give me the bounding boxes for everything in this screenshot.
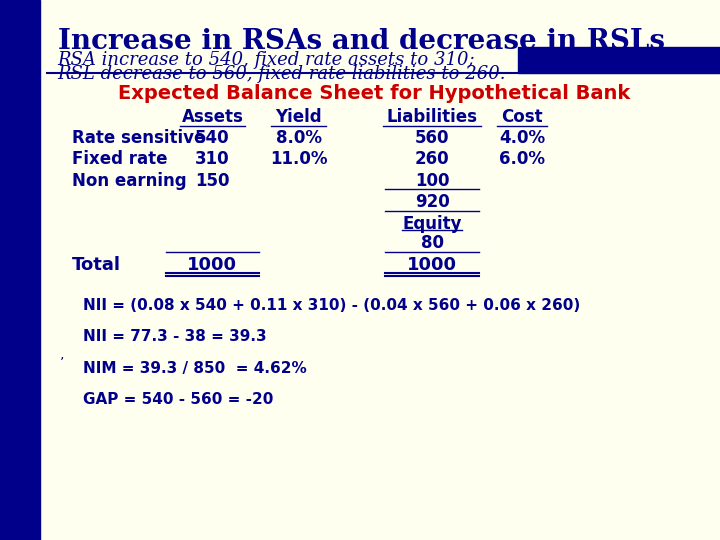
- Text: 260: 260: [415, 150, 449, 168]
- Text: GAP = 540 - 560 = -20: GAP = 540 - 560 = -20: [83, 392, 273, 407]
- Text: Expected Balance Sheet for Hypothetical Bank: Expected Balance Sheet for Hypothetical …: [118, 84, 631, 103]
- Text: 1000: 1000: [187, 256, 238, 274]
- Text: 310: 310: [195, 150, 230, 168]
- Text: 560: 560: [415, 129, 449, 146]
- Text: NIM = 39.3 / 850  = 4.62%: NIM = 39.3 / 850 = 4.62%: [83, 361, 307, 376]
- Text: Cost: Cost: [501, 108, 543, 126]
- Text: 540: 540: [195, 129, 230, 146]
- Text: Fixed rate: Fixed rate: [72, 150, 168, 168]
- Text: Increase in RSAs and decrease in RSLs: Increase in RSAs and decrease in RSLs: [58, 28, 665, 55]
- Text: Assets: Assets: [181, 108, 243, 126]
- Text: ʼ: ʼ: [60, 356, 64, 370]
- Text: 8.0%: 8.0%: [276, 129, 322, 146]
- Text: 6.0%: 6.0%: [499, 150, 545, 168]
- Text: 150: 150: [195, 172, 230, 190]
- Text: Equity: Equity: [402, 215, 462, 233]
- Text: RSL decrease to 560, fixed rate liabilities to 260.: RSL decrease to 560, fixed rate liabilit…: [58, 65, 506, 83]
- Text: 920: 920: [415, 193, 449, 211]
- Text: 1000: 1000: [407, 256, 457, 274]
- Text: Total: Total: [72, 256, 121, 274]
- Text: Rate sensitive: Rate sensitive: [72, 129, 205, 146]
- Text: 80: 80: [420, 234, 444, 252]
- Text: 4.0%: 4.0%: [499, 129, 545, 146]
- Text: RSA increase to 540, fixed rate assets to 310;: RSA increase to 540, fixed rate assets t…: [58, 51, 475, 69]
- Text: Liabilities: Liabilities: [387, 108, 477, 126]
- Text: Yield: Yield: [276, 108, 322, 126]
- Text: Non earning: Non earning: [72, 172, 186, 190]
- Text: 100: 100: [415, 172, 449, 190]
- Text: NII = (0.08 x 540 + 0.11 x 310) - (0.04 x 560 + 0.06 x 260): NII = (0.08 x 540 + 0.11 x 310) - (0.04 …: [83, 298, 580, 313]
- Text: 11.0%: 11.0%: [270, 150, 328, 168]
- Text: NII = 77.3 - 38 = 39.3: NII = 77.3 - 38 = 39.3: [83, 329, 266, 345]
